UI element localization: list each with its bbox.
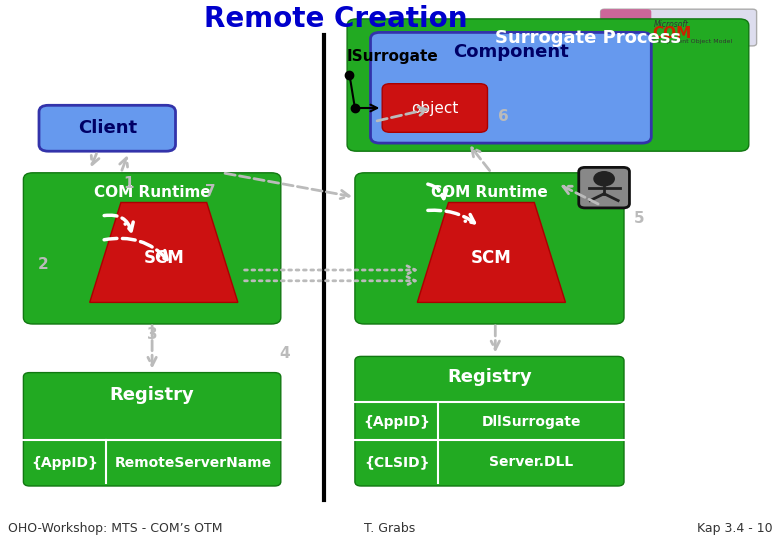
- FancyBboxPatch shape: [39, 105, 176, 151]
- Text: ISurrogate: ISurrogate: [347, 49, 439, 64]
- Text: 4: 4: [279, 346, 290, 361]
- Text: Microsoft: Microsoft: [654, 20, 689, 29]
- Text: {AppID}: {AppID}: [31, 456, 98, 470]
- Text: 5: 5: [634, 211, 645, 226]
- Text: COM: COM: [652, 26, 691, 41]
- FancyBboxPatch shape: [579, 167, 629, 208]
- FancyBboxPatch shape: [382, 84, 488, 132]
- FancyBboxPatch shape: [601, 9, 757, 46]
- Text: Client: Client: [78, 119, 136, 137]
- Text: 1: 1: [123, 176, 134, 191]
- Text: OHO-Workshop: MTS - COM’s OTM: OHO-Workshop: MTS - COM’s OTM: [8, 522, 222, 535]
- Text: SCM: SCM: [144, 249, 184, 267]
- Text: Surrogate Process: Surrogate Process: [495, 29, 681, 46]
- FancyBboxPatch shape: [23, 173, 281, 324]
- Polygon shape: [90, 202, 238, 302]
- Text: 7: 7: [205, 184, 216, 199]
- FancyBboxPatch shape: [23, 373, 281, 486]
- Text: Registry: Registry: [447, 368, 532, 386]
- Text: Registry: Registry: [110, 386, 194, 404]
- Text: Component Object Model: Component Object Model: [652, 39, 732, 44]
- Text: Component: Component: [453, 43, 569, 61]
- Text: T. Grabs: T. Grabs: [364, 522, 416, 535]
- Text: 2: 2: [37, 257, 48, 272]
- FancyBboxPatch shape: [355, 173, 624, 324]
- Text: SCM: SCM: [471, 249, 512, 267]
- Text: COM Runtime: COM Runtime: [431, 185, 548, 200]
- Text: DllSurrogate: DllSurrogate: [481, 415, 581, 429]
- Text: Remote Creation: Remote Creation: [204, 5, 467, 33]
- Text: RemoteServerName: RemoteServerName: [115, 456, 272, 470]
- FancyBboxPatch shape: [601, 9, 651, 46]
- Text: 6: 6: [498, 109, 509, 124]
- Text: object: object: [411, 100, 459, 116]
- Text: {AppID}: {AppID}: [363, 415, 430, 429]
- FancyBboxPatch shape: [355, 356, 624, 486]
- Circle shape: [594, 172, 615, 186]
- Polygon shape: [417, 202, 566, 302]
- FancyBboxPatch shape: [347, 19, 749, 151]
- Text: 3: 3: [147, 327, 158, 342]
- Text: {CLSID}: {CLSID}: [363, 455, 429, 469]
- Text: COM Runtime: COM Runtime: [94, 185, 211, 200]
- FancyBboxPatch shape: [370, 32, 651, 143]
- Text: Server.DLL: Server.DLL: [489, 455, 573, 469]
- Text: Kap 3.4 - 10: Kap 3.4 - 10: [697, 522, 772, 535]
